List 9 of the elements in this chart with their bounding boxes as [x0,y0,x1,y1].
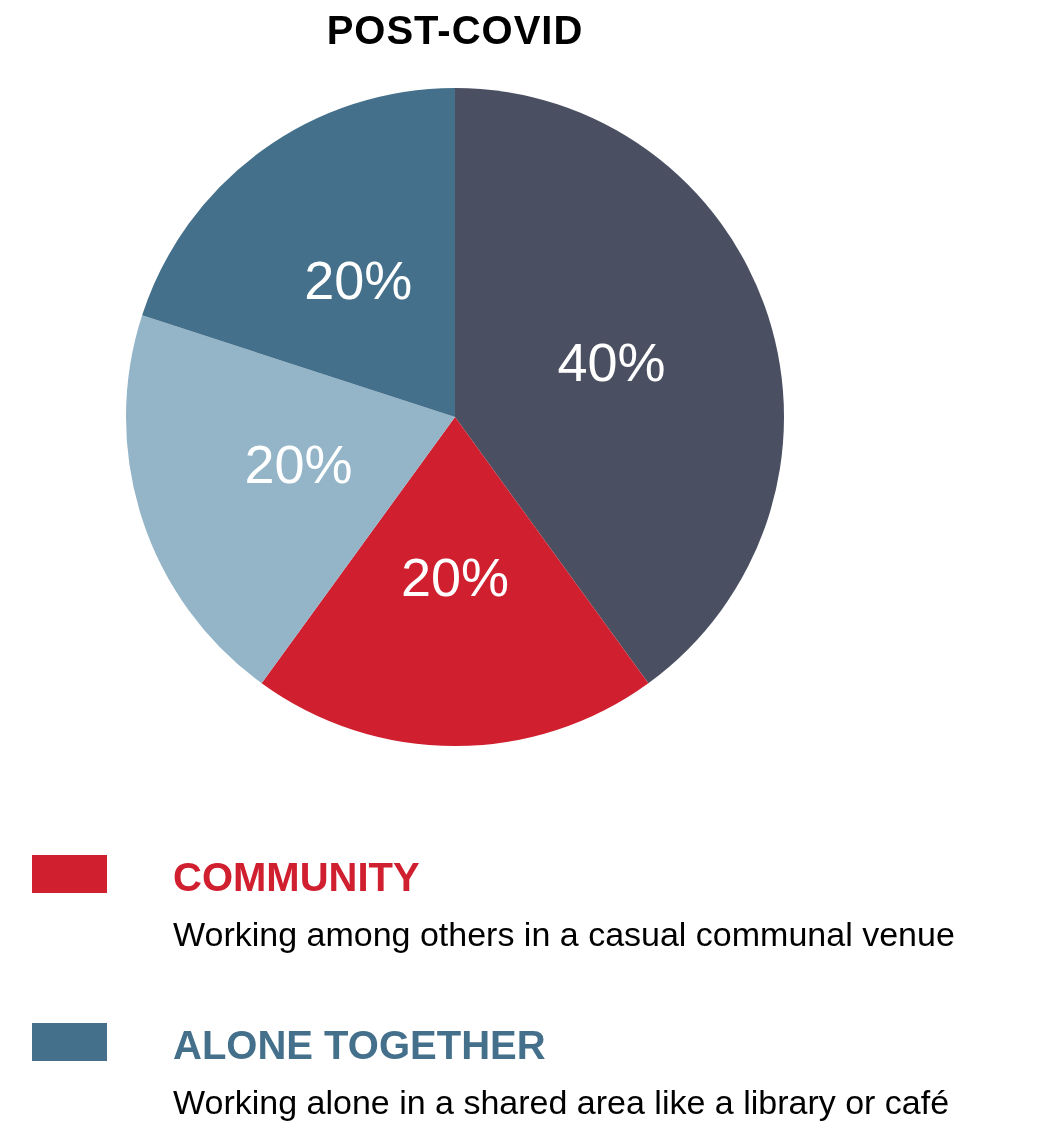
legend-label: ALONE TOGETHER [173,1023,546,1068]
text: Working among others in a casual communal venue [173,915,955,954]
text: Working alone in a shared area like a library or café [173,1083,950,1122]
data-label: 20% [400,547,510,608]
data-label: 40% [557,332,666,393]
chart-title: POST-COVID [325,8,585,53]
data-label: 20% [244,433,353,494]
data-label: 20% [304,249,413,310]
legend-label: COMMUNITY [173,855,420,900]
